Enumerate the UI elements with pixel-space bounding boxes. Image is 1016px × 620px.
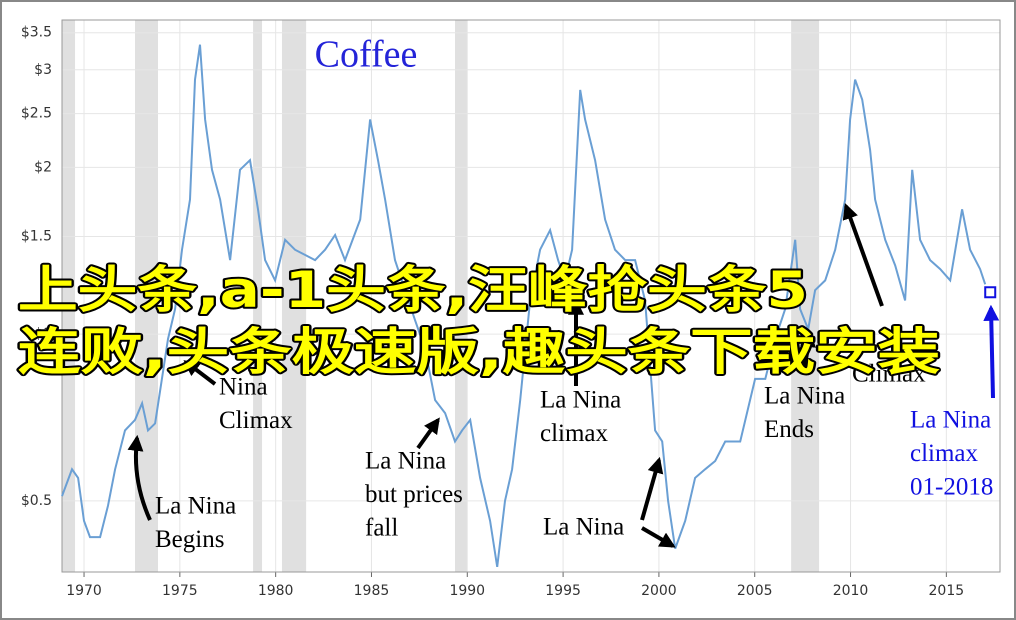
- y-tick-label: $2: [34, 159, 52, 175]
- annotation-text: La Nina: [540, 387, 621, 414]
- shaded-period: [62, 20, 76, 572]
- endpoint-marker: [984, 286, 997, 299]
- x-tick-label: 1975: [162, 583, 198, 599]
- annotation-arrow: [640, 526, 676, 548]
- y-tick-label: $1: [34, 326, 52, 342]
- annotation-text: climax: [540, 420, 609, 447]
- annotation-text: La Nina: [910, 407, 991, 434]
- annotation-text: 01-2018: [910, 474, 993, 501]
- overlay-text: 连败,头条极速版,趣头条下载安装: [18, 323, 940, 381]
- x-tick-label: 2015: [929, 583, 965, 599]
- x-tick-label: 2005: [737, 583, 773, 599]
- y-tick-label: $1.5: [21, 229, 52, 245]
- shaded-period: [253, 20, 263, 572]
- x-tick-label: 1995: [545, 583, 581, 599]
- x-tick-label: 1970: [66, 583, 102, 599]
- annotation-text: Climax: [219, 407, 293, 434]
- annotation-arrow: [640, 456, 664, 521]
- annotation-text: fall: [365, 515, 398, 542]
- annotation-text: La Nina: [155, 493, 236, 520]
- annotation-arrow: [842, 202, 884, 307]
- chart-title: Coffee: [315, 34, 418, 76]
- x-tick-label: 1980: [258, 583, 294, 599]
- y-tick-label: $3.5: [21, 25, 52, 41]
- x-tick-label: 2000: [641, 583, 677, 599]
- shaded-period: [455, 20, 468, 572]
- annotation-text: Ends: [764, 416, 814, 443]
- plot-border: [61, 19, 1001, 573]
- annotation-text: La Nina: [543, 514, 624, 541]
- annotation-arrow: [127, 434, 152, 521]
- overlay-text: 上头条,a-1头条,汪峰抢头条5: [18, 261, 808, 319]
- x-tick-label: 2010: [833, 583, 869, 599]
- shaded-period: [135, 20, 159, 572]
- x-tick-label: 1985: [354, 583, 390, 599]
- annotation-arrow: [983, 304, 1000, 399]
- annotation-arrow: [800, 330, 816, 373]
- y-tick-label: $0.5: [21, 493, 52, 509]
- annotation-text: Begins: [155, 526, 224, 553]
- annotation-text: Climax: [852, 361, 926, 388]
- annotation-arrow: [416, 417, 440, 450]
- annotation-text: climax: [910, 440, 979, 467]
- x-tick-label: 1990: [449, 583, 485, 599]
- annotation-text: but prices: [365, 481, 463, 508]
- annotation-text: La Nina: [365, 448, 446, 475]
- annotation-text: Nina: [219, 374, 268, 401]
- annotation-arrow: [183, 360, 217, 386]
- annotation-text: La Nina: [764, 383, 845, 410]
- price-line: [61, 44, 987, 568]
- y-tick-label: $3: [34, 62, 52, 78]
- shaded-period: [281, 20, 307, 572]
- y-tick-label: $2.5: [21, 106, 52, 122]
